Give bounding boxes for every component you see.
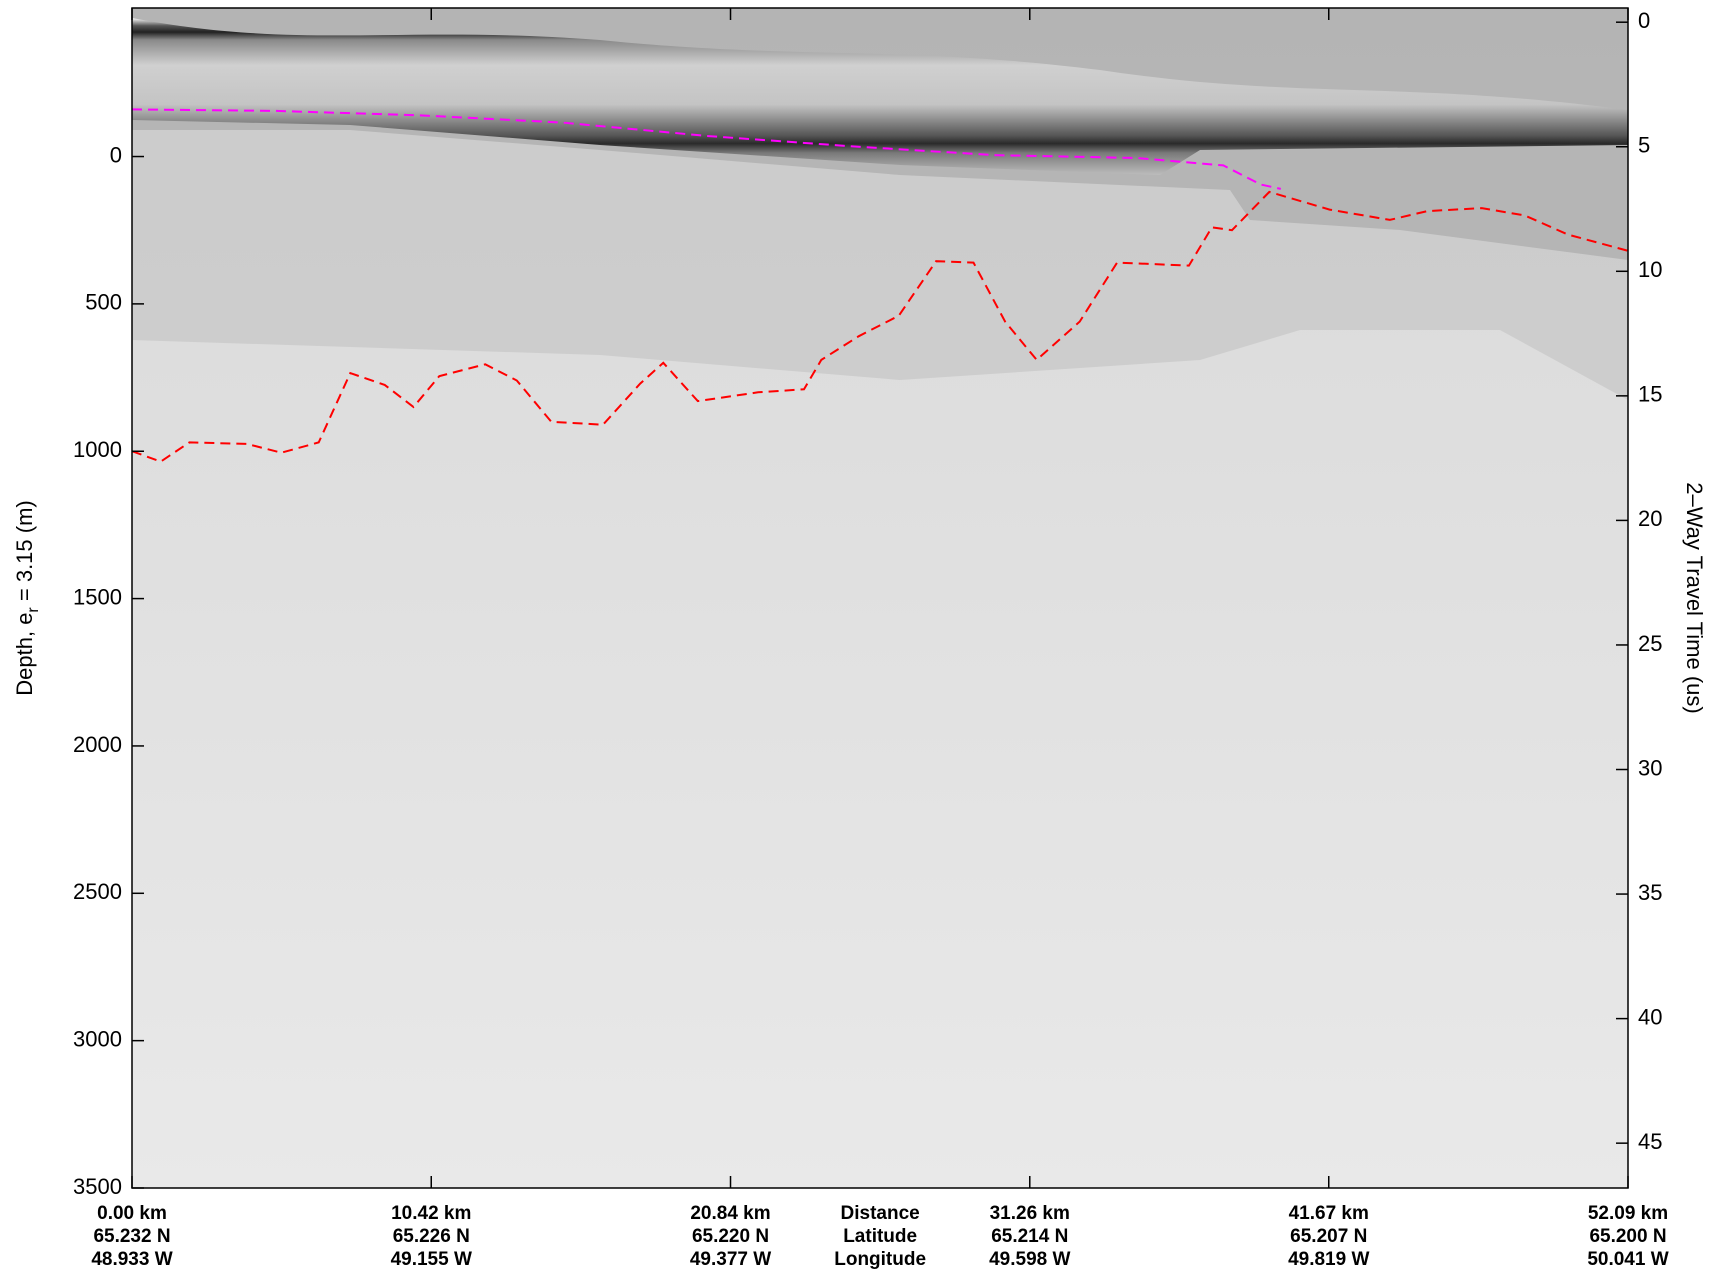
x-tick-label: 31.26 km [990, 1203, 1070, 1224]
trace-line [131, 108, 1282, 190]
latitude-label: 65.207 N [1290, 1226, 1367, 1247]
y-axis-label: Depth, er = 3.15 (m) [12, 500, 42, 695]
y2-tick-label: 20 [1638, 506, 1662, 531]
x-tick-label: 20.84 km [690, 1203, 770, 1224]
y2-tick-label: 45 [1638, 1129, 1662, 1154]
y2-tick-label: 15 [1638, 382, 1662, 407]
longitude-label: 49.377 W [690, 1249, 771, 1270]
longitude-label: 49.598 W [989, 1249, 1070, 1270]
latitude-label: 65.214 N [991, 1226, 1068, 1247]
x-tick-label: 10.42 km [391, 1203, 471, 1224]
y-tick-label: 1500 [73, 584, 122, 609]
y-tick-label: 500 [85, 290, 122, 315]
y-tick-label: 2000 [73, 732, 122, 757]
y2-tick-label: 40 [1638, 1004, 1662, 1029]
longitude-label: 49.819 W [1288, 1249, 1369, 1270]
y2-tick-label: 10 [1638, 257, 1662, 282]
y-label-part: Depth, e [12, 613, 37, 696]
longitude-label: 49.155 W [391, 1249, 472, 1270]
y-tick-label: 3500 [73, 1174, 122, 1199]
y2-tick-label: 5 [1638, 133, 1650, 158]
echogram-surface [132, 18, 1628, 175]
y2-tick-label: 35 [1638, 880, 1662, 905]
longitude-label: 48.933 W [91, 1249, 172, 1270]
y-tick-label: 1000 [73, 437, 122, 462]
y-label-part: = 3.15 (m) [12, 500, 37, 607]
x-row-label: Longitude [834, 1249, 926, 1270]
longitude-label: 50.041 W [1587, 1249, 1668, 1270]
y-tick-label: 3000 [73, 1026, 122, 1051]
latitude-label: 65.200 N [1589, 1226, 1666, 1247]
x-row-label: Latitude [843, 1226, 917, 1247]
y2-tick-label: 0 [1638, 8, 1650, 33]
y-tick-label: 2500 [73, 879, 122, 904]
latitude-label: 65.220 N [692, 1226, 769, 1247]
y2-tick-label: 25 [1638, 631, 1662, 656]
x-row-label: Distance [841, 1203, 920, 1224]
latitude-label: 65.232 N [93, 1226, 170, 1247]
x-tick-label: 0.00 km [97, 1203, 167, 1224]
y2-axis-label: 2–Way Travel Time (us) [1682, 482, 1707, 713]
y-tick-label: 0 [110, 142, 122, 167]
y2-tick-label: 30 [1638, 755, 1662, 780]
trace-line [131, 190, 1629, 463]
latitude-label: 65.226 N [393, 1226, 470, 1247]
x-tick-label: 41.67 km [1289, 1203, 1369, 1224]
y-label-sub: r [25, 607, 42, 613]
x-tick-label: 52.09 km [1588, 1203, 1668, 1224]
